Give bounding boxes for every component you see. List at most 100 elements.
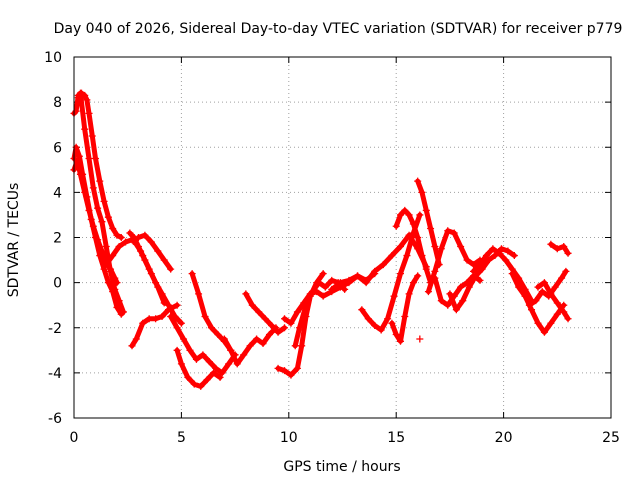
data-point xyxy=(109,252,117,260)
data-point xyxy=(328,285,336,293)
data-point xyxy=(104,279,112,287)
data-point xyxy=(195,290,203,298)
data-point xyxy=(497,245,505,253)
data-point xyxy=(190,380,198,388)
data-point xyxy=(218,369,226,377)
data-point xyxy=(117,310,125,318)
data-point xyxy=(109,288,117,296)
data-point xyxy=(96,177,104,185)
data-point xyxy=(510,252,518,260)
data-point xyxy=(384,315,392,323)
data-point xyxy=(145,315,153,323)
y-tick-label: -4 xyxy=(48,366,62,382)
data-point xyxy=(416,335,424,343)
data-point xyxy=(98,247,106,255)
series-track-20 xyxy=(392,206,435,287)
data-point xyxy=(134,234,142,241)
data-point xyxy=(227,346,235,354)
data-point xyxy=(205,358,213,366)
data-point xyxy=(478,265,486,273)
y-tick-label: 2 xyxy=(53,231,62,247)
data-point xyxy=(547,290,555,298)
series-track-19 xyxy=(388,272,422,345)
data-point xyxy=(422,206,430,214)
data-point xyxy=(538,288,546,296)
data-point xyxy=(401,312,409,320)
data-point xyxy=(482,252,490,260)
data-point xyxy=(525,301,533,309)
data-point xyxy=(111,274,119,282)
series-track-22 xyxy=(424,227,490,296)
data-point xyxy=(126,229,134,237)
data-point xyxy=(100,197,108,205)
data-point xyxy=(472,272,480,280)
series-trace xyxy=(548,241,571,256)
data-point xyxy=(160,256,168,264)
y-tick-label: 8 xyxy=(53,95,62,111)
data-point xyxy=(117,234,125,241)
data-point xyxy=(102,261,110,269)
data-point xyxy=(73,157,81,165)
y-axis-label: SDTVAR / TECUs xyxy=(6,183,22,298)
data-point xyxy=(122,238,130,246)
data-point xyxy=(489,245,497,253)
data-point xyxy=(414,272,422,280)
data-point xyxy=(94,236,102,244)
data-point xyxy=(220,335,228,343)
data-point xyxy=(158,312,166,320)
data-point xyxy=(199,351,207,359)
series-trace xyxy=(359,212,423,333)
data-point xyxy=(184,373,192,381)
data-point xyxy=(328,276,336,284)
data-point xyxy=(240,351,248,359)
data-point xyxy=(274,364,282,372)
data-point xyxy=(293,308,301,316)
data-point xyxy=(214,331,222,339)
series-isolated xyxy=(416,335,424,343)
data-point xyxy=(377,326,385,334)
data-point xyxy=(508,270,516,278)
data-point xyxy=(540,279,548,287)
data-point xyxy=(88,132,96,140)
data-point xyxy=(167,312,175,320)
data-point xyxy=(502,256,510,264)
series-trace xyxy=(425,228,489,295)
data-point xyxy=(173,301,181,309)
data-point xyxy=(414,234,422,241)
data-point xyxy=(134,243,142,251)
data-point xyxy=(89,184,97,192)
data-point xyxy=(321,283,329,291)
data-point xyxy=(319,292,327,300)
data-point xyxy=(551,283,559,291)
data-point xyxy=(210,369,218,377)
data-point xyxy=(186,346,194,354)
data-point xyxy=(414,177,422,185)
data-point xyxy=(216,373,224,381)
data-point xyxy=(452,306,460,314)
data-point xyxy=(345,276,353,284)
data-point xyxy=(83,96,91,104)
data-point xyxy=(431,267,439,275)
data-point xyxy=(450,229,458,237)
data-point xyxy=(396,337,404,345)
data-point xyxy=(145,265,153,273)
data-point xyxy=(100,265,108,273)
data-point xyxy=(128,342,136,350)
data-point xyxy=(405,290,413,298)
x-tick-label: 15 xyxy=(387,430,405,446)
data-point xyxy=(76,89,84,97)
data-point xyxy=(431,243,439,251)
data-point xyxy=(180,335,188,343)
data-point xyxy=(165,306,173,314)
data-point xyxy=(396,243,404,251)
data-point xyxy=(246,342,254,350)
plot-frame xyxy=(73,56,612,419)
data-point xyxy=(388,252,396,260)
data-point xyxy=(265,331,273,339)
data-point xyxy=(495,249,503,257)
data-point xyxy=(167,265,175,273)
data-point xyxy=(81,188,89,196)
series-track-10 xyxy=(173,346,224,390)
x-tick-label: 25 xyxy=(602,430,620,446)
